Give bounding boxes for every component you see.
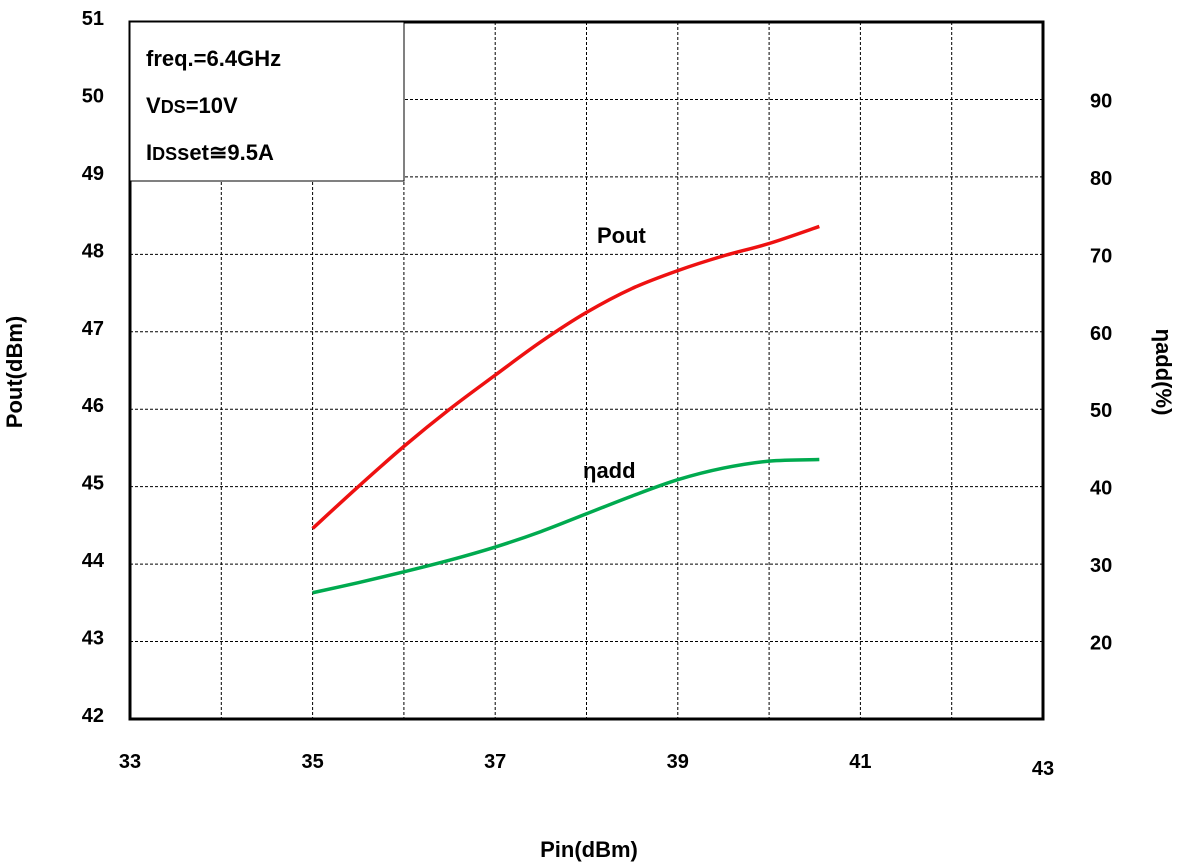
condition-frequency: freq.=6.4GHz xyxy=(146,46,281,71)
y-right-tick-label: 50 xyxy=(1090,400,1112,422)
y-left-tick-label: 49 xyxy=(82,163,104,185)
y-right-tick-label: 60 xyxy=(1090,323,1112,345)
tick-labels: 33 35 37 39 41 43 42 43 44 45 46 47 48 49 50 51 20 30 40 50… xyxy=(82,8,1113,780)
y-left-axis-title: Pout(dBm) xyxy=(2,316,27,428)
x-tick-label: 43 xyxy=(1032,758,1054,780)
y-right-tick-label: 90 xyxy=(1090,90,1112,112)
x-tick-label: 33 xyxy=(119,751,141,773)
plot-frame xyxy=(128,20,1045,721)
x-tick-label: 41 xyxy=(849,751,871,773)
x-axis-title: Pin(dBm) xyxy=(540,837,638,862)
series-lines xyxy=(311,224,820,595)
y-left-tick-label: 44 xyxy=(82,550,105,572)
y-left-tick-label: 46 xyxy=(82,395,104,417)
series-label-pout: Pout xyxy=(597,223,647,248)
y-right-tick-label: 70 xyxy=(1090,245,1112,267)
y-left-tick-label: 50 xyxy=(82,85,104,107)
condition-idsset: IDSset≅9.5A xyxy=(146,140,274,165)
x-tick-label: 39 xyxy=(667,751,689,773)
y-left-tick-label: 45 xyxy=(82,473,104,495)
y-left-tick-label: 43 xyxy=(82,628,104,650)
x-tick-label: 35 xyxy=(301,751,323,773)
y-left-tick-label: 48 xyxy=(82,240,104,262)
condition-box: freq.=6.4GHz VDS=10V IDSset≅9.5A xyxy=(129,21,405,182)
y-left-tick-label: 51 xyxy=(82,8,104,30)
y-right-tick-label: 20 xyxy=(1090,633,1112,655)
series-label-eta: ηadd xyxy=(583,458,636,483)
condition-vds: VDS=10V xyxy=(146,93,238,118)
series-line-pout xyxy=(311,224,820,530)
grid-lines xyxy=(130,22,1043,719)
y-right-tick-label: 40 xyxy=(1090,478,1112,500)
y-left-tick-label: 47 xyxy=(82,318,104,340)
y-right-tick-label: 30 xyxy=(1090,555,1112,577)
y-right-tick-label: 80 xyxy=(1090,168,1112,190)
y-left-tick-label: 42 xyxy=(82,705,104,727)
y-right-axis-title: ηadd(%) xyxy=(1151,329,1176,416)
x-tick-label: 37 xyxy=(484,751,506,773)
series-line-eta xyxy=(312,457,820,595)
